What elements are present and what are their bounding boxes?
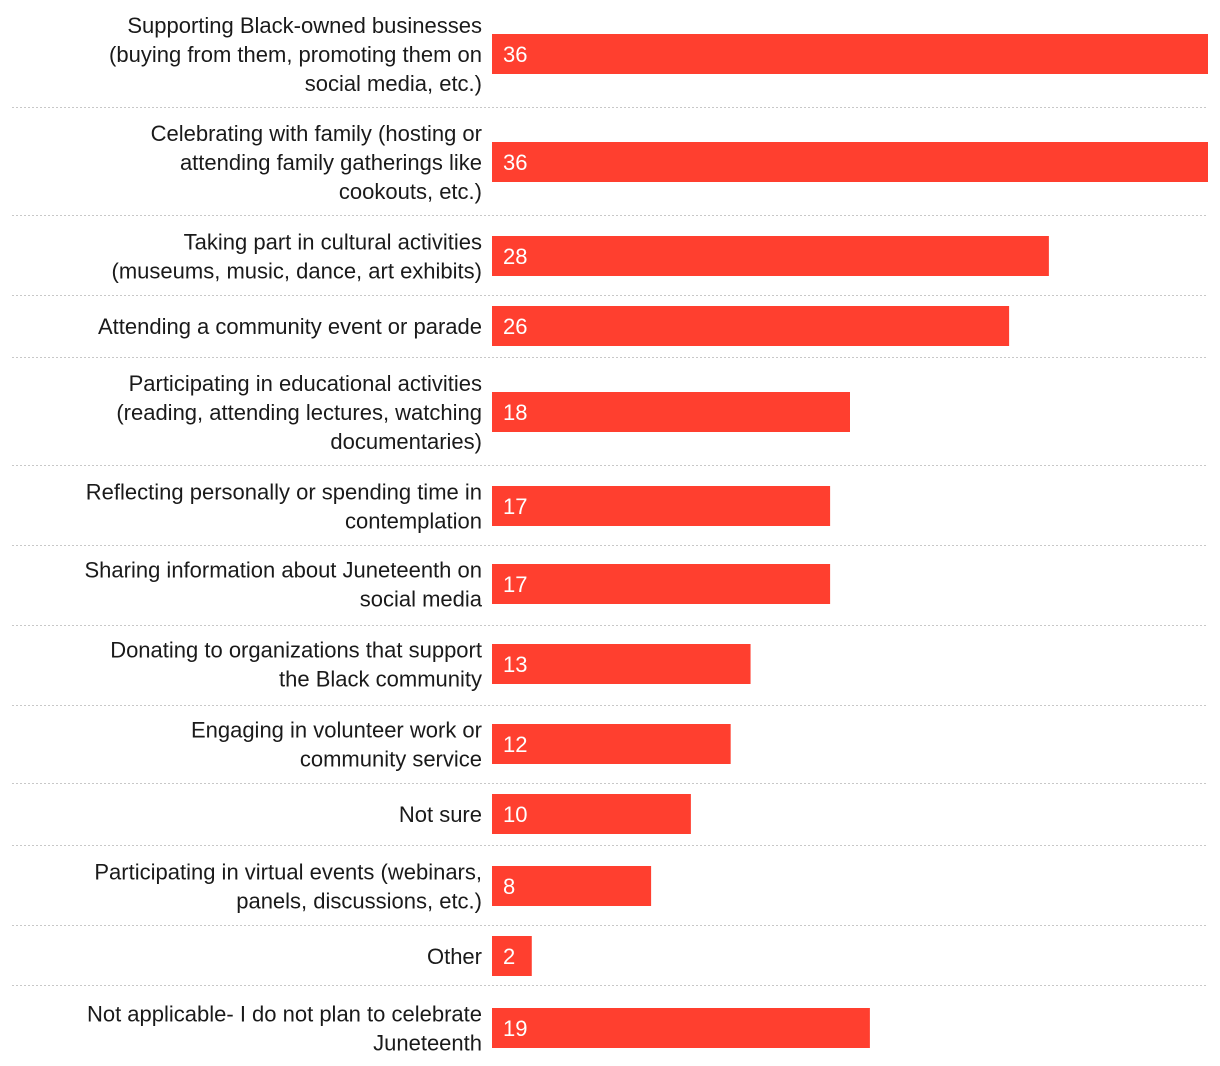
value-label: 36 [503,150,527,175]
bar [492,34,1208,74]
category-label-line: community service [300,747,482,772]
category-label-line: Not sure [399,802,482,827]
category-label-line: Donating to organizations that support [110,638,482,663]
category-labels: Supporting Black-owned businesses (buying… [84,13,482,1056]
category-label-line: (buying from them, promoting them on [109,42,482,67]
category-label: Reflecting personally or spending time i… [86,480,482,534]
category-label-line: Celebrating with family (hosting or [151,121,482,146]
value-label: 36 [503,42,527,67]
category-label: Other [427,944,482,969]
category-label-line: Reflecting personally or spending time i… [86,480,482,505]
category-label: Supporting Black-owned businesses (buying… [109,13,482,96]
category-label: Attending a community event or parade [98,314,482,339]
category-label: Taking part in cultural activities (museu… [112,230,482,284]
category-label: Participating in educational activities (… [116,371,482,454]
bar [492,306,1010,346]
category-label: Not sure [399,802,482,827]
value-label: 12 [503,732,527,757]
category-label: Engaging in volunteer work or community s… [191,718,482,772]
category-label-line: social media [360,587,483,612]
category-label: Sharing information about Juneteenth on s… [84,558,482,612]
bar [492,1008,870,1048]
category-label-line: social media, etc.) [305,71,482,96]
category-label: Celebrating with family (hosting or atten… [151,121,482,204]
value-label: 13 [503,652,527,677]
bar [492,936,532,976]
category-label-line: Juneteenth [373,1031,482,1056]
category-label-line: Engaging in volunteer work or [191,718,482,743]
category-label-line: Supporting Black-owned businesses [127,13,482,38]
bar [492,724,731,764]
row-separators [12,107,1208,986]
category-label-line: Participating in virtual events (webinar… [94,860,482,885]
value-label: 10 [503,802,527,827]
bar [492,142,1208,182]
category-label-line: Attending a community event or parade [98,314,482,339]
bar [492,564,831,604]
category-label-line: Not applicable- I do not plan to celebra… [87,1002,482,1027]
category-label-line: cookouts, etc.) [339,179,482,204]
category-label-line: Other [427,944,482,969]
category-label: Participating in virtual events (webinar… [94,860,482,914]
category-label-line: attending family gatherings like [180,150,482,175]
category-label-line: (reading, attending lectures, watching [116,400,482,425]
category-label: Donating to organizations that support th… [110,638,482,692]
value-label: 18 [503,400,527,425]
bar [492,486,831,526]
value-label: 19 [503,1016,527,1041]
value-label: 17 [503,572,527,597]
bars-group [492,34,1208,1048]
bar [492,236,1049,276]
value-label: 8 [503,874,515,899]
bar [492,866,652,906]
category-label-line: the Black community [279,667,482,692]
value-label: 2 [503,944,515,969]
category-label: Not applicable- I do not plan to celebra… [87,1002,482,1056]
bar [492,644,751,684]
value-label: 28 [503,244,527,269]
category-label-line: documentaries) [330,429,482,454]
category-label-line: Sharing information about Juneteenth on [84,558,482,583]
value-label: 26 [503,314,527,339]
value-label: 17 [503,494,527,519]
bar [492,392,850,432]
category-label-line: (museums, music, dance, art exhibits) [112,259,482,284]
category-label-line: panels, discussions, etc.) [236,889,482,914]
category-label-line: Participating in educational activities [129,371,482,396]
category-label-line: contemplation [345,509,482,534]
category-label-line: Taking part in cultural activities [184,230,482,255]
value-labels: 36 36 28 26 18 17 17 13 12 10 8 2 19 [503,42,527,1041]
bar [492,794,691,834]
